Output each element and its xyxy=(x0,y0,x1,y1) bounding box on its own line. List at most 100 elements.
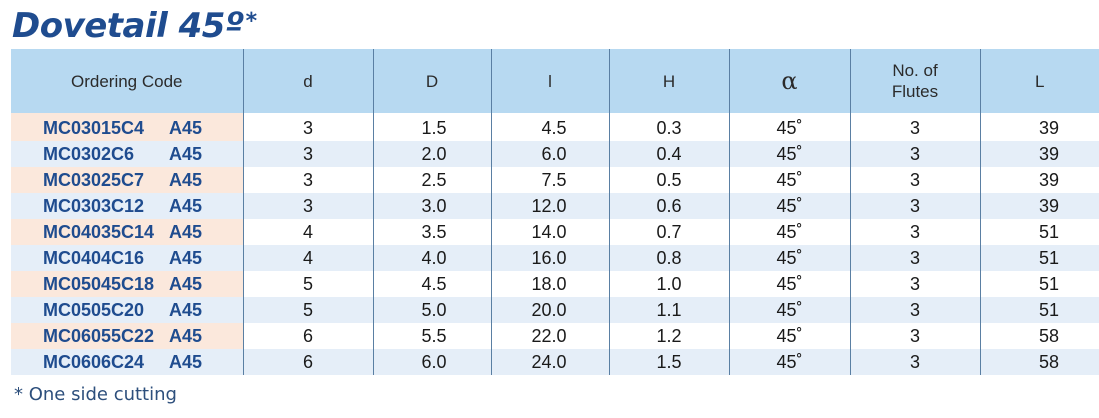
cell-alpha: 45˚ xyxy=(728,167,850,193)
code-suffix: A45 xyxy=(169,170,203,190)
cell-D: 3.5 xyxy=(372,219,491,245)
cell-L: 39 xyxy=(979,193,1099,219)
cell-d: 6 xyxy=(242,323,373,349)
cell-H: 0.7 xyxy=(608,219,729,245)
cell-L: 58 xyxy=(979,323,1099,349)
header-L: L xyxy=(979,49,1099,113)
cell-flutes: 3 xyxy=(849,245,980,271)
cell-H: 0.8 xyxy=(608,245,729,271)
cell-alpha: 45˚ xyxy=(728,113,850,141)
cell-d: 5 xyxy=(242,297,373,323)
cell-ordering-code: MC0606C24 A45 xyxy=(11,349,243,375)
cell-H: 0.5 xyxy=(608,167,729,193)
cell-flutes: 3 xyxy=(849,349,980,375)
cell-ordering-code: MC0303C12 A45 xyxy=(11,193,243,219)
header-ordering-code: Ordering Code xyxy=(11,49,243,113)
code-suffix: A45 xyxy=(169,196,203,216)
cell-H: 1.2 xyxy=(608,323,729,349)
table-row: MC0404C16 A45 4 4.0 16.0 0.8 45˚ 3 51 xyxy=(11,245,1099,271)
cell-alpha: 45˚ xyxy=(728,271,850,297)
cell-L: 51 xyxy=(979,219,1099,245)
cell-D: 4.5 xyxy=(372,271,491,297)
code-suffix: A45 xyxy=(169,118,203,138)
table-row: MC05045C18 A45 5 4.5 18.0 1.0 45˚ 3 51 xyxy=(11,271,1099,297)
cell-flutes: 3 xyxy=(849,113,980,141)
cell-flutes: 3 xyxy=(849,167,980,193)
table-row: MC0303C12 A45 3 3.0 12.0 0.6 45˚ 3 39 xyxy=(11,193,1099,219)
cell-L: 39 xyxy=(979,113,1099,141)
cell-L: 51 xyxy=(979,271,1099,297)
cell-d: 5 xyxy=(242,271,373,297)
cell-D: 2.5 xyxy=(372,167,491,193)
cell-l: 6.0 xyxy=(490,141,609,167)
header-D: D xyxy=(372,49,491,113)
cell-D: 5.5 xyxy=(372,323,491,349)
cell-H: 0.6 xyxy=(608,193,729,219)
title-asterisk: * xyxy=(245,9,258,34)
cell-flutes: 3 xyxy=(849,323,980,349)
cell-l: 20.0 xyxy=(490,297,609,323)
cell-L: 51 xyxy=(979,297,1099,323)
cell-D: 6.0 xyxy=(372,349,491,375)
cell-D: 1.5 xyxy=(372,113,491,141)
table-row: MC06055C22 A45 6 5.5 22.0 1.2 45˚ 3 58 xyxy=(11,323,1099,349)
cell-alpha: 45˚ xyxy=(728,349,850,375)
cell-alpha: 45˚ xyxy=(728,193,850,219)
cell-ordering-code: MC0505C20 A45 xyxy=(11,297,243,323)
table-row: MC04035C14 A45 4 3.5 14.0 0.7 45˚ 3 51 xyxy=(11,219,1099,245)
code-value: MC06055C22 xyxy=(43,326,155,346)
header-row: Ordering Code d D l H α No. of Flutes L xyxy=(11,49,1099,113)
cell-L: 58 xyxy=(979,349,1099,375)
cell-ordering-code: MC05045C18 A45 xyxy=(11,271,243,297)
code-suffix: A45 xyxy=(169,326,203,346)
header-d: d xyxy=(242,49,373,113)
cell-d: 3 xyxy=(242,113,373,141)
cell-l: 18.0 xyxy=(490,271,609,297)
table-row: MC03015C4 A45 3 1.5 4.5 0.3 45˚ 3 39 xyxy=(11,113,1099,141)
cell-flutes: 3 xyxy=(849,141,980,167)
cell-L: 39 xyxy=(979,167,1099,193)
code-value: MC0505C20 xyxy=(43,300,145,320)
cell-H: 1.5 xyxy=(608,349,729,375)
code-suffix: A45 xyxy=(169,274,203,294)
code-value: MC03015C4 xyxy=(43,118,145,138)
cell-l: 24.0 xyxy=(490,349,609,375)
cell-d: 4 xyxy=(242,219,373,245)
header-l: l xyxy=(490,49,609,113)
spec-table: Ordering Code d D l H α No. of Flutes L … xyxy=(11,49,1099,375)
cell-alpha: 45˚ xyxy=(728,141,850,167)
cell-flutes: 3 xyxy=(849,193,980,219)
code-value: MC0303C12 xyxy=(43,196,145,216)
page-title: Dovetail 45º* xyxy=(12,4,257,48)
cell-d: 6 xyxy=(242,349,373,375)
code-value: MC05045C18 xyxy=(43,274,155,294)
code-value: MC0404C16 xyxy=(43,248,145,268)
header-flutes: No. of Flutes xyxy=(849,49,980,113)
spec-table-body: MC03015C4 A45 3 1.5 4.5 0.3 45˚ 3 39 MC0302C6 A45 3… xyxy=(11,113,1099,375)
cell-d: 3 xyxy=(242,167,373,193)
cell-D: 2.0 xyxy=(372,141,491,167)
footnote: * One side cutting xyxy=(14,384,177,405)
cell-ordering-code: MC04035C14 A45 xyxy=(11,219,243,245)
cell-H: 1.1 xyxy=(608,297,729,323)
spec-table-header: Ordering Code d D l H α No. of Flutes L xyxy=(11,49,1099,113)
cell-ordering-code: MC06055C22 A45 xyxy=(11,323,243,349)
table-row: MC0302C6 A45 3 2.0 6.0 0.4 45˚ 3 39 xyxy=(11,141,1099,167)
code-value: MC0606C24 xyxy=(43,352,145,372)
cell-L: 39 xyxy=(979,141,1099,167)
code-suffix: A45 xyxy=(169,300,203,320)
cell-ordering-code: MC03025C7 A45 xyxy=(11,167,243,193)
cell-L: 51 xyxy=(979,245,1099,271)
code-suffix: A45 xyxy=(169,352,203,372)
cell-d: 4 xyxy=(242,245,373,271)
code-suffix: A45 xyxy=(169,144,203,164)
cell-l: 7.5 xyxy=(490,167,609,193)
cell-ordering-code: MC03015C4 A45 xyxy=(11,113,243,141)
cell-d: 3 xyxy=(242,141,373,167)
table-row: MC0505C20 A45 5 5.0 20.0 1.1 45˚ 3 51 xyxy=(11,297,1099,323)
cell-l: 4.5 xyxy=(490,113,609,141)
cell-ordering-code: MC0404C16 A45 xyxy=(11,245,243,271)
cell-H: 0.4 xyxy=(608,141,729,167)
table-row: MC0606C24 A45 6 6.0 24.0 1.5 45˚ 3 58 xyxy=(11,349,1099,375)
cell-alpha: 45˚ xyxy=(728,219,850,245)
